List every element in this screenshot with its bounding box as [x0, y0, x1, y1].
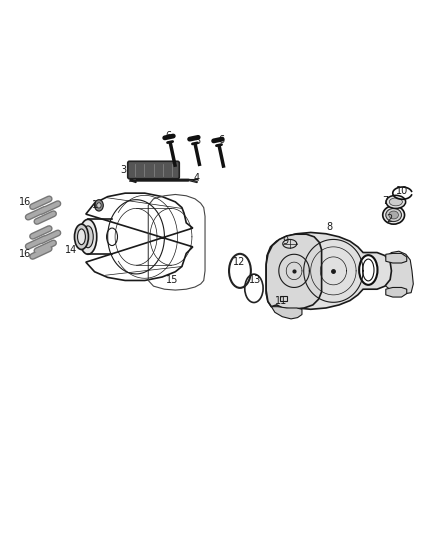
Ellipse shape — [95, 200, 103, 211]
Text: 16: 16 — [18, 249, 31, 259]
Text: 6: 6 — [166, 131, 172, 141]
Ellipse shape — [78, 229, 85, 245]
Text: 2: 2 — [386, 214, 392, 224]
Text: 5: 5 — [194, 136, 200, 146]
Polygon shape — [384, 251, 413, 294]
Ellipse shape — [389, 198, 403, 206]
Text: 14: 14 — [65, 245, 78, 255]
Text: 4: 4 — [193, 173, 199, 183]
Ellipse shape — [386, 208, 402, 222]
Polygon shape — [386, 253, 407, 263]
Polygon shape — [266, 232, 392, 309]
Ellipse shape — [383, 206, 405, 224]
Bar — [280, 296, 287, 302]
Text: 10: 10 — [396, 185, 409, 196]
Ellipse shape — [79, 220, 97, 254]
Ellipse shape — [97, 203, 101, 208]
Text: 8: 8 — [326, 222, 332, 232]
Text: 11: 11 — [276, 296, 288, 306]
Text: 3: 3 — [120, 165, 126, 175]
Ellipse shape — [359, 255, 378, 285]
FancyBboxPatch shape — [128, 161, 179, 179]
Polygon shape — [130, 179, 197, 183]
Text: 13: 13 — [249, 274, 261, 285]
Text: 12: 12 — [233, 257, 245, 267]
Polygon shape — [386, 287, 407, 297]
Text: 9: 9 — [283, 236, 289, 246]
Ellipse shape — [389, 211, 399, 219]
Polygon shape — [272, 306, 302, 319]
Text: 15: 15 — [166, 274, 178, 285]
Text: 6: 6 — [218, 135, 224, 145]
Text: 16: 16 — [18, 197, 31, 207]
Text: 7: 7 — [382, 196, 388, 206]
Ellipse shape — [83, 226, 93, 248]
Polygon shape — [266, 234, 321, 309]
Ellipse shape — [386, 195, 406, 208]
Ellipse shape — [74, 224, 88, 249]
Text: 1: 1 — [92, 200, 98, 211]
